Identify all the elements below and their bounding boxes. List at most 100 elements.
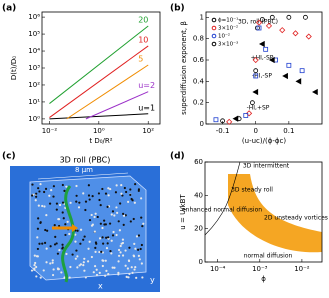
annotation: -HI,-SP bbox=[252, 73, 272, 80]
particle bbox=[78, 201, 81, 204]
particle bbox=[140, 197, 143, 200]
particle bbox=[82, 264, 85, 267]
particle bbox=[101, 226, 104, 230]
particle bbox=[79, 228, 83, 231]
particle bbox=[83, 257, 86, 260]
particle bbox=[45, 214, 48, 217]
particle bbox=[122, 223, 125, 226]
particle bbox=[99, 204, 102, 207]
point bbox=[226, 118, 233, 125]
y-axis-label: D(t)/D₀ bbox=[10, 56, 18, 80]
particle bbox=[97, 192, 101, 195]
x-tick-label: 10⁻⁴ bbox=[210, 265, 226, 273]
particle bbox=[61, 211, 64, 214]
point bbox=[279, 27, 286, 34]
point bbox=[246, 110, 253, 117]
particle bbox=[111, 234, 115, 237]
y-tick-label: 10⁶ bbox=[28, 13, 40, 21]
particle bbox=[33, 268, 36, 271]
point bbox=[292, 30, 299, 37]
particle bbox=[82, 238, 85, 241]
point bbox=[286, 62, 292, 68]
y-tick-label: 0.4 bbox=[193, 77, 205, 85]
axis-name: x bbox=[98, 282, 103, 291]
particle bbox=[100, 250, 103, 253]
x-axis-label: (u-uc)/(ϕ-ϕc) bbox=[242, 137, 286, 145]
y-tick-label: 10³ bbox=[28, 64, 40, 72]
point bbox=[268, 56, 275, 64]
legend-marker bbox=[211, 17, 217, 23]
point bbox=[286, 14, 292, 20]
particle bbox=[44, 187, 48, 191]
particle bbox=[65, 252, 68, 256]
particle bbox=[90, 255, 93, 259]
scale-bar bbox=[37, 172, 129, 180]
particle bbox=[119, 202, 122, 205]
illustration-title: 3D roll (PBC) bbox=[60, 156, 111, 165]
particle bbox=[61, 201, 65, 204]
series-label: 10 bbox=[138, 35, 148, 44]
particle bbox=[75, 249, 78, 252]
particle bbox=[93, 230, 96, 233]
particle bbox=[103, 219, 106, 222]
particle bbox=[39, 221, 42, 224]
particle bbox=[34, 199, 37, 202]
particle bbox=[128, 272, 131, 276]
particle bbox=[42, 269, 45, 272]
particle bbox=[141, 276, 144, 279]
particle bbox=[98, 198, 101, 202]
particle bbox=[48, 202, 52, 205]
particle bbox=[35, 192, 38, 195]
legend-marker bbox=[211, 25, 217, 31]
particle bbox=[69, 265, 72, 269]
particle bbox=[113, 214, 116, 217]
particle bbox=[55, 208, 58, 211]
particle bbox=[119, 251, 122, 254]
particle bbox=[105, 236, 108, 239]
particle bbox=[106, 205, 109, 208]
particle bbox=[95, 268, 98, 271]
particle bbox=[94, 212, 97, 215]
particle bbox=[78, 264, 81, 267]
particle bbox=[38, 242, 41, 245]
particle bbox=[137, 234, 141, 237]
particle bbox=[43, 205, 46, 208]
y-tick-label: 60 bbox=[194, 158, 203, 166]
particle bbox=[93, 265, 97, 268]
particle bbox=[107, 187, 110, 190]
particle bbox=[66, 220, 69, 223]
particle bbox=[116, 211, 119, 214]
particle bbox=[64, 233, 67, 237]
x-tick-label: -0.1 bbox=[216, 127, 230, 135]
point bbox=[295, 78, 302, 85]
particle bbox=[41, 204, 44, 208]
x-tick-label: 0.1 bbox=[283, 127, 294, 135]
plot-frame bbox=[205, 11, 323, 125]
particle bbox=[120, 183, 123, 187]
particle bbox=[84, 200, 88, 203]
particle bbox=[142, 222, 145, 225]
particle bbox=[110, 252, 113, 255]
panel-label: (c) bbox=[2, 152, 16, 162]
point bbox=[312, 88, 318, 96]
particle bbox=[52, 268, 55, 271]
x-tick-label: 10⁻² bbox=[42, 127, 58, 135]
particle bbox=[53, 243, 57, 246]
particle bbox=[49, 262, 52, 265]
particle bbox=[88, 218, 92, 222]
particle bbox=[57, 268, 60, 271]
particle bbox=[105, 269, 108, 272]
point bbox=[249, 100, 255, 106]
particle bbox=[139, 247, 142, 251]
point bbox=[255, 19, 263, 26]
particle bbox=[75, 194, 78, 197]
particle bbox=[37, 187, 40, 190]
particle bbox=[134, 247, 137, 250]
particle bbox=[117, 254, 121, 257]
particle bbox=[33, 254, 36, 257]
particle bbox=[53, 224, 56, 227]
particle bbox=[76, 255, 79, 258]
particle bbox=[56, 252, 60, 255]
y-tick-label: 10⁰ bbox=[28, 115, 40, 123]
particle bbox=[51, 259, 54, 262]
